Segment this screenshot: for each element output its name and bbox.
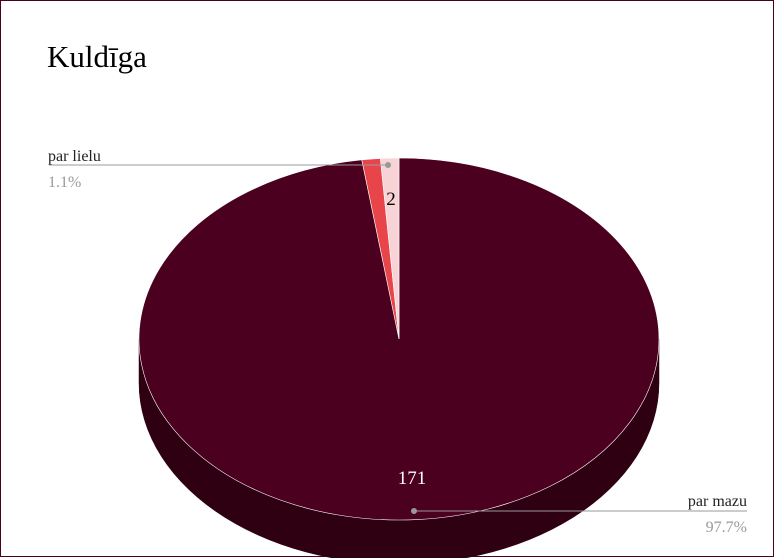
slice-percent-par-lielu: 1.1%: [48, 174, 81, 191]
pie-slice-2: [380, 157, 400, 340]
value-label-0: 171: [398, 468, 427, 489]
callout-dot-par-mazu: [411, 508, 417, 514]
slice-percent-par-mazu: 97.7%: [706, 519, 747, 536]
value-label-1: 2: [386, 189, 396, 210]
chart-title: Kuldīga: [47, 39, 147, 74]
callout-dot-par-lielu: [385, 162, 391, 168]
slice-name-par-lielu: par lielu: [48, 148, 101, 165]
slice-name-par-mazu: par mazu: [688, 493, 747, 510]
